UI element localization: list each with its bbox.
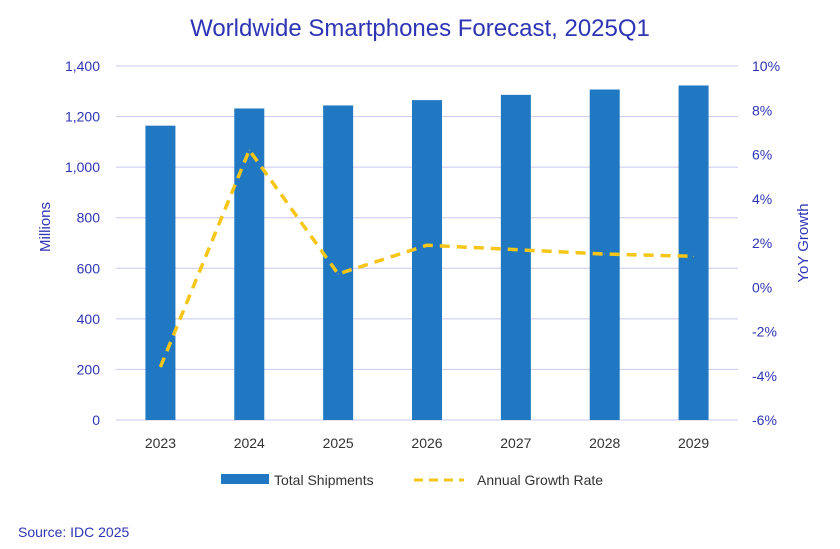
x-tick-label: 2026 xyxy=(411,435,442,451)
y2-axis-label: YoY Growth xyxy=(795,203,812,282)
bar-2029 xyxy=(678,85,709,420)
chart-title: Worldwide Smartphones Forecast, 2025Q1 xyxy=(190,15,650,42)
y2-tick-label: 10% xyxy=(752,58,780,74)
legend-swatch-shipments xyxy=(221,474,269,484)
y-tick-label: 800 xyxy=(77,210,101,226)
y2-tick-label: 8% xyxy=(752,102,772,118)
x-tick-label: 2027 xyxy=(500,435,531,451)
y-tick-label: 600 xyxy=(77,260,101,276)
growth-point-2023 xyxy=(159,366,161,368)
growth-point-2028 xyxy=(604,253,606,255)
growth-point-2026 xyxy=(426,244,428,246)
bar-2026 xyxy=(412,100,442,420)
y-tick-label: 0 xyxy=(92,412,100,428)
growth-point-2029 xyxy=(693,255,695,257)
y-tick-label: 1,000 xyxy=(65,159,100,175)
y-tick-label: 1,200 xyxy=(65,109,100,125)
bar-2024 xyxy=(234,108,265,420)
line-series xyxy=(158,148,695,368)
y-axis-ticks: 0 200 400 600 800 1,000 1,200 1,400 xyxy=(65,58,100,428)
y2-tick-label: 0% xyxy=(752,279,772,295)
y2-tick-label: -6% xyxy=(752,412,777,428)
growth-point-2024 xyxy=(248,149,250,151)
legend: Total Shipments Annual Growth Rate xyxy=(221,472,603,488)
y2-tick-label: 6% xyxy=(752,147,772,163)
legend-label-shipments: Total Shipments xyxy=(274,472,374,488)
growth-point-2025 xyxy=(337,273,339,275)
bar-series xyxy=(145,85,709,421)
x-tick-label: 2028 xyxy=(589,435,620,451)
y-tick-label: 1,400 xyxy=(65,58,100,74)
y2-tick-label: 2% xyxy=(752,235,772,251)
y-tick-label: 400 xyxy=(77,311,101,327)
bar-2023 xyxy=(145,125,176,420)
bar-2025 xyxy=(323,105,354,421)
x-tick-label: 2025 xyxy=(323,435,354,451)
x-tick-label: 2029 xyxy=(678,435,709,451)
x-axis-ticks: 2023 2024 2025 2026 2027 2028 2029 xyxy=(145,435,710,451)
x-tick-label: 2023 xyxy=(145,435,176,451)
growth-point-2027 xyxy=(515,249,517,251)
bar-2027 xyxy=(500,94,531,420)
x-tick-label: 2024 xyxy=(234,435,265,451)
y2-tick-label: -2% xyxy=(752,324,777,340)
legend-label-growth: Annual Growth Rate xyxy=(477,472,603,488)
y2-tick-label: -4% xyxy=(752,368,777,384)
y2-axis-ticks: -6% -4% -2% 0% 2% 4% 6% 8% 10% xyxy=(752,58,780,428)
source-note: Source: IDC 2025 xyxy=(18,524,129,540)
y-axis-label: Millions xyxy=(37,202,54,252)
y-tick-label: 200 xyxy=(77,361,101,377)
y2-tick-label: 4% xyxy=(752,191,772,207)
